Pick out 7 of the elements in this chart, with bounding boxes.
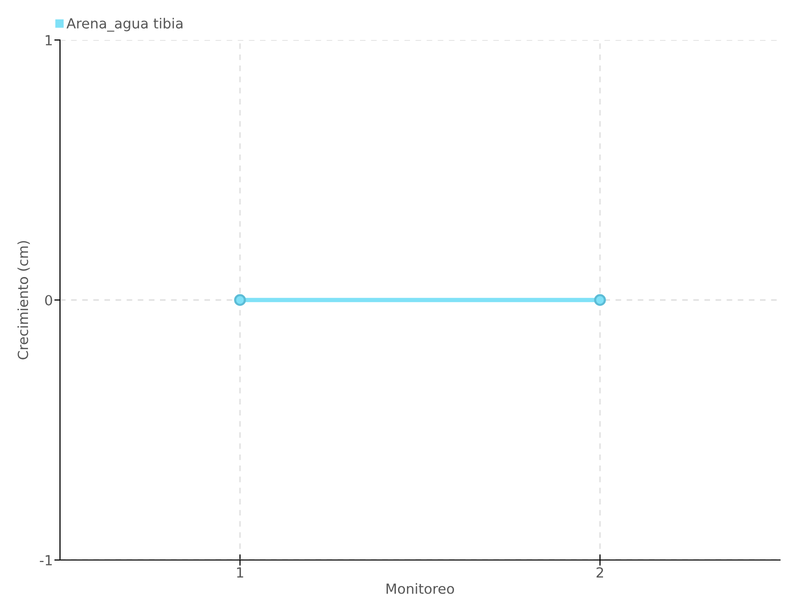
- x-axis-title: Monitoreo: [386, 583, 454, 594]
- y-tick-label: -1: [40, 555, 52, 566]
- y-tick-label: 1: [46, 35, 52, 46]
- legend-label: Arena_agua tibia: [66, 18, 182, 32]
- x-tick-label: 2: [596, 567, 604, 578]
- y-axis-title: Crecimiento (cm): [17, 241, 30, 360]
- y-tick-label: 0: [45, 294, 52, 306]
